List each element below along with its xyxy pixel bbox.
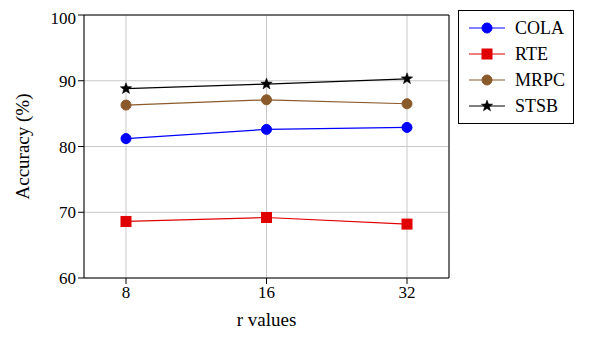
html-text:RTE: RTE: [515, 43, 548, 64]
svg-text:32: 32: [399, 283, 416, 302]
svg-text:60: 60: [59, 269, 76, 288]
svg-text:70: 70: [59, 203, 76, 222]
svg-text:16: 16: [258, 283, 275, 302]
html-text:COLA: COLA: [515, 17, 564, 38]
svg-text:100: 100: [51, 9, 77, 28]
svg-text:8: 8: [122, 283, 131, 302]
html-text:MRPC: MRPC: [515, 69, 565, 90]
svg-text:Accuracy (%): Accuracy (%): [12, 93, 34, 199]
svg-text:80: 80: [59, 138, 76, 157]
html-text:STSB: STSB: [515, 95, 558, 116]
svg-text:r values: r values: [237, 309, 297, 330]
svg-text:90: 90: [59, 72, 76, 91]
